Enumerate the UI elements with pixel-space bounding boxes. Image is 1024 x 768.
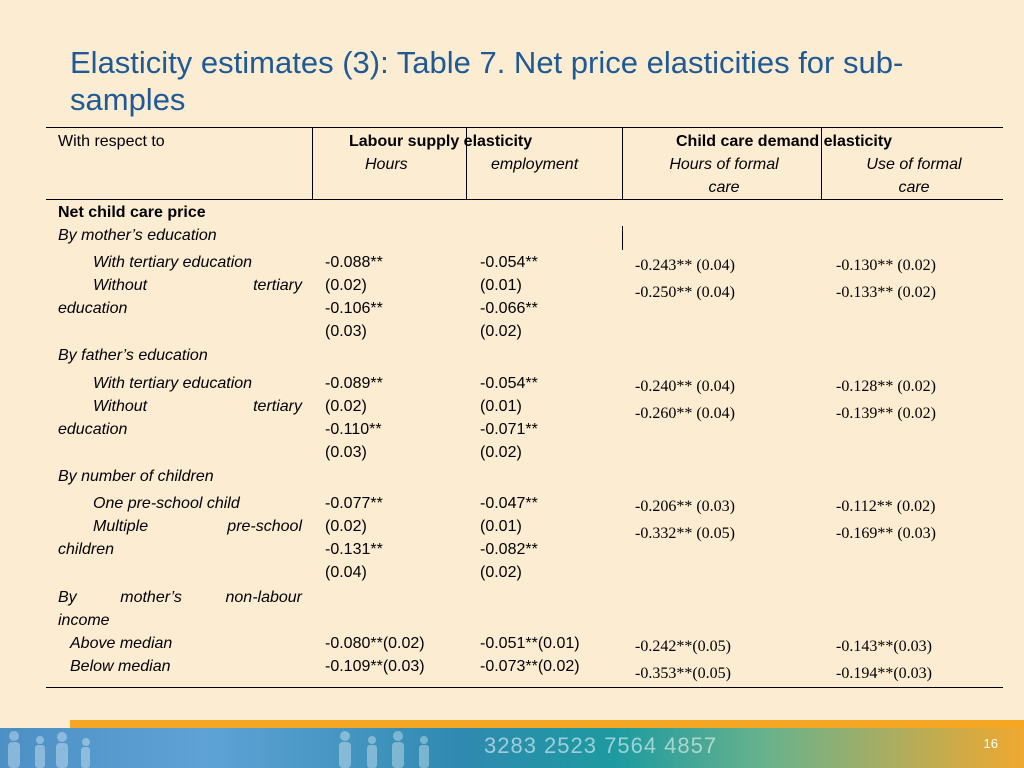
row-label: Above median xyxy=(70,635,173,652)
table-column-divider xyxy=(622,127,623,200)
header-with-respect-to: With respect to xyxy=(58,133,165,150)
table-bottom-rule xyxy=(46,687,1003,688)
header-labour-supply: Labour supply elasticity xyxy=(349,133,533,150)
cell-employment: -0.054** xyxy=(480,375,538,392)
group-heading: By mother’s non-labour xyxy=(58,589,302,606)
subheader-hours-formal: Hours of formal care xyxy=(669,156,779,196)
people-silhouettes-icon xyxy=(8,731,429,768)
group-heading: By father’s education xyxy=(58,347,208,364)
cell-hours: -0.110** xyxy=(325,421,382,438)
cell-hours: (0.04) xyxy=(325,564,367,581)
row-label: Below median xyxy=(70,658,171,675)
cell-hours: -0.088** xyxy=(325,254,383,271)
cell-hours-formal: -0.250** (0.04) xyxy=(635,284,735,301)
row-label: education xyxy=(58,300,128,317)
cell-use-formal: -0.130** (0.02) xyxy=(836,257,936,274)
cell-hours: -0.131** xyxy=(325,541,383,558)
row-label: With tertiary education xyxy=(93,375,253,392)
page-number: 16 xyxy=(983,736,998,751)
subheader-employment: employment xyxy=(491,156,579,173)
row-label: Without tertiary xyxy=(93,398,302,415)
cell-hours: (0.02) xyxy=(325,277,367,294)
cell-employment: -0.082** xyxy=(480,541,538,558)
cell-hours-formal: -0.260** (0.04) xyxy=(635,405,735,422)
cell-use-formal: -0.139** (0.02) xyxy=(836,405,936,422)
cell-hours: (0.03) xyxy=(325,323,367,340)
row-label: One pre-school child xyxy=(93,495,240,512)
cell-hours: -0.080**(0.02) xyxy=(325,635,425,652)
group-heading: By mother’s education xyxy=(58,227,217,244)
subheader-hours: Hours xyxy=(365,156,408,173)
header-childcare-demand: Child care demand elasticity xyxy=(676,133,893,150)
cell-employment: -0.051**(0.01) xyxy=(480,635,580,652)
cell-hours-formal: -0.206** (0.03) xyxy=(635,498,735,515)
group-heading: By number of children xyxy=(58,468,214,485)
cell-employment: (0.01) xyxy=(480,398,522,415)
cell-hours-formal: -0.332** (0.05) xyxy=(635,525,735,542)
table-column-divider xyxy=(622,226,623,250)
cell-use-formal: -0.133** (0.02) xyxy=(836,284,936,301)
cell-employment: (0.01) xyxy=(480,277,522,294)
subheader-use-formal: Use of formal care xyxy=(866,156,962,196)
table-header-rule xyxy=(46,199,1003,200)
cell-employment: (0.02) xyxy=(480,444,522,461)
cell-hours: (0.02) xyxy=(325,398,367,415)
cell-hours-formal: -0.243** (0.04) xyxy=(635,257,735,274)
row-label: Without tertiary xyxy=(93,277,302,294)
group-heading: income xyxy=(58,612,110,629)
cell-hours: -0.077** xyxy=(325,495,383,512)
table-column-divider xyxy=(312,127,313,200)
row-label: With tertiary education xyxy=(93,254,253,271)
net-price-label: Net child care price xyxy=(58,204,206,221)
row-label: Multiple pre-school xyxy=(93,518,302,535)
cell-employment: -0.047** xyxy=(480,495,538,512)
cell-employment: -0.073**(0.02) xyxy=(480,658,580,675)
cell-use-formal: -0.112** (0.02) xyxy=(836,498,936,515)
cell-employment: (0.02) xyxy=(480,323,522,340)
cell-hours-formal: -0.242**(0.05) xyxy=(635,638,731,655)
cell-hours: (0.02) xyxy=(325,518,367,535)
footer-accent-bar xyxy=(70,720,1024,730)
table-column-divider xyxy=(466,127,467,200)
cell-hours: (0.03) xyxy=(325,444,367,461)
footer-band xyxy=(0,728,1024,768)
cell-employment: (0.01) xyxy=(480,518,522,535)
cell-use-formal: -0.143**(0.03) xyxy=(836,638,932,655)
slide-title: Elasticity estimates (3): Table 7. Net p… xyxy=(70,45,904,117)
cell-use-formal: -0.169** (0.03) xyxy=(836,525,936,542)
row-label: children xyxy=(58,541,115,558)
cell-hours: -0.109**(0.03) xyxy=(325,658,425,675)
cell-employment: -0.071** xyxy=(480,421,538,438)
cell-hours: -0.106** xyxy=(325,300,383,317)
cell-employment: (0.02) xyxy=(480,564,522,581)
cell-employment: -0.066** xyxy=(480,300,538,317)
cell-use-formal: -0.194**(0.03) xyxy=(836,665,932,682)
table-column-divider xyxy=(821,127,822,200)
cell-employment: -0.054** xyxy=(480,254,538,271)
table-top-rule xyxy=(46,127,1003,128)
cell-hours-formal: -0.240** (0.04) xyxy=(635,378,735,395)
cell-hours-formal: -0.353**(0.05) xyxy=(635,665,731,682)
footer-decorative-numbers: 3283 2523 7564 4857 xyxy=(484,733,718,758)
cell-use-formal: -0.128** (0.02) xyxy=(836,378,936,395)
row-label: education xyxy=(58,421,128,438)
cell-hours: -0.089** xyxy=(325,375,383,392)
